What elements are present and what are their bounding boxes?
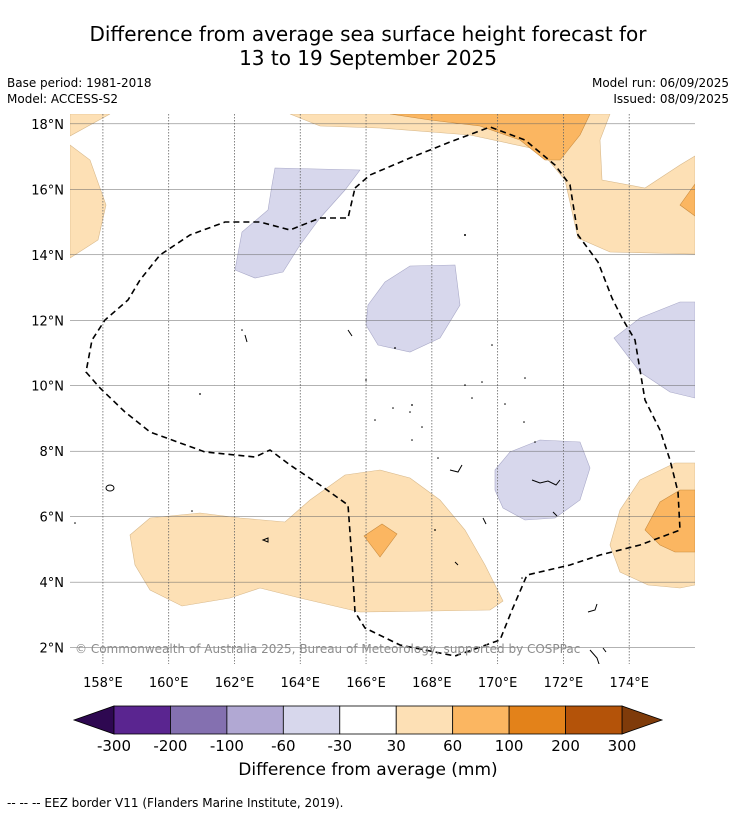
island bbox=[105, 484, 115, 492]
island bbox=[347, 329, 353, 337]
colorbar-title: Difference from average (mm) bbox=[238, 760, 498, 780]
lat-tick-label: 18°N bbox=[31, 118, 64, 133]
colorbar-tick-label: -300 bbox=[97, 737, 131, 755]
lon-tick-label: 160°E bbox=[149, 676, 189, 691]
lat-tick-label: 8°N bbox=[40, 445, 65, 460]
colorbar-tick-label: -100 bbox=[210, 737, 244, 755]
graticule bbox=[70, 114, 695, 664]
forecast-map: © Commonwealth of Australia 2025, Bureau… bbox=[31, 114, 695, 691]
anomaly-region-negative bbox=[613, 301, 695, 399]
colorbar-swatch bbox=[113, 705, 171, 735]
lon-tick-label: 162°E bbox=[215, 676, 255, 691]
lon-tick-label: 166°E bbox=[346, 676, 386, 691]
title-line-2: 13 to 19 September 2025 bbox=[239, 46, 497, 70]
meta-right: Model run: 06/09/2025 Issued: 08/09/2025 bbox=[592, 75, 729, 107]
anomaly-region-positive bbox=[70, 114, 111, 137]
colorbar-swatch bbox=[226, 705, 284, 735]
colorbar-swatch bbox=[452, 705, 510, 735]
island bbox=[602, 647, 607, 653]
colorbar-tick-label: 30 bbox=[387, 737, 406, 755]
anomaly-region-positive-strong bbox=[679, 183, 695, 217]
colorbar-swatch bbox=[282, 705, 341, 735]
colorbar-swatch bbox=[565, 705, 623, 735]
anomaly-region-negative bbox=[365, 264, 461, 353]
eez-footnote: -- -- -- EEZ border V11 (Flanders Marine… bbox=[7, 796, 344, 810]
island bbox=[449, 464, 463, 473]
colorbar-tick-label: 200 bbox=[551, 737, 580, 755]
island bbox=[454, 561, 459, 566]
colorbar-tick-label: 60 bbox=[443, 737, 462, 755]
model-run: Model run: 06/09/2025 bbox=[591, 76, 729, 90]
lat-tick-label: 2°N bbox=[40, 642, 65, 657]
eez-border bbox=[85, 126, 681, 657]
colorbar-tick-label: -30 bbox=[328, 737, 353, 755]
lon-tick-label: 158°E bbox=[83, 676, 123, 691]
islands bbox=[105, 329, 607, 664]
colorbar-tick-label: 300 bbox=[608, 737, 637, 755]
chart-title: Difference from average sea surface heig… bbox=[0, 22, 736, 70]
colorbar-swatch bbox=[170, 705, 228, 735]
colorbar-tick-label: -200 bbox=[153, 737, 187, 755]
island bbox=[244, 334, 248, 343]
colorbar-tick-label: -60 bbox=[271, 737, 296, 755]
colorbar: -300 -200 -100 -60 -30 30 60 100 200 300 bbox=[72, 705, 664, 755]
lat-tick-label: 12°N bbox=[31, 314, 64, 329]
lat-tick-label: 16°N bbox=[31, 183, 64, 198]
copyright-text: © Commonwealth of Australia 2025, Bureau… bbox=[75, 642, 580, 656]
colorbar-under-arrow bbox=[72, 705, 115, 735]
island bbox=[552, 511, 558, 517]
lon-tick-label: 172°E bbox=[544, 676, 584, 691]
lat-tick-label: 6°N bbox=[40, 511, 65, 526]
anomaly-region-positive-strong bbox=[644, 489, 695, 553]
anomaly-region-positive-strong bbox=[363, 523, 398, 558]
colorbar-swatch bbox=[395, 705, 454, 735]
lat-tick-label: 10°N bbox=[31, 380, 64, 395]
island bbox=[482, 517, 487, 525]
island bbox=[531, 479, 561, 486]
anomaly-region-negative bbox=[234, 167, 361, 279]
colorbar-swatch bbox=[339, 705, 397, 735]
anomaly-region-positive bbox=[129, 469, 504, 613]
lon-tick-label: 174°E bbox=[609, 676, 649, 691]
model-name: Model: ACCESS-S2 bbox=[7, 92, 119, 106]
lat-tick-label: 4°N bbox=[40, 576, 65, 591]
base-period: Base period: 1981-2018 bbox=[7, 76, 152, 90]
lon-tick-label: 164°E bbox=[280, 676, 320, 691]
anomaly-region-positive-strong bbox=[389, 114, 591, 161]
anomaly-region-negative bbox=[494, 439, 591, 521]
lon-tick-label: 170°E bbox=[478, 676, 518, 691]
colorbar-swatch bbox=[508, 705, 566, 735]
title-line-1: Difference from average sea surface heig… bbox=[89, 22, 647, 46]
issued-date: Issued: 08/09/2025 bbox=[613, 92, 729, 106]
axis-labels: 158°E 160°E 162°E 164°E 166°E 168°E 170°E 172°E… bbox=[31, 118, 649, 691]
lat-tick-label: 14°N bbox=[31, 249, 64, 264]
island bbox=[589, 649, 600, 664]
colorbar-over-arrow bbox=[621, 705, 664, 735]
anomaly-region-positive bbox=[289, 114, 695, 255]
map-plot-area: © Commonwealth of Australia 2025, Bureau… bbox=[70, 114, 695, 664]
meta-left: Base period: 1981-2018 Model: ACCESS-S2 bbox=[7, 75, 152, 107]
anomaly-region-positive bbox=[70, 144, 107, 259]
small-islets bbox=[74, 234, 536, 579]
island bbox=[261, 537, 269, 543]
colorbar-tick-label: 100 bbox=[495, 737, 524, 755]
island bbox=[587, 603, 598, 613]
lon-tick-label: 168°E bbox=[412, 676, 452, 691]
